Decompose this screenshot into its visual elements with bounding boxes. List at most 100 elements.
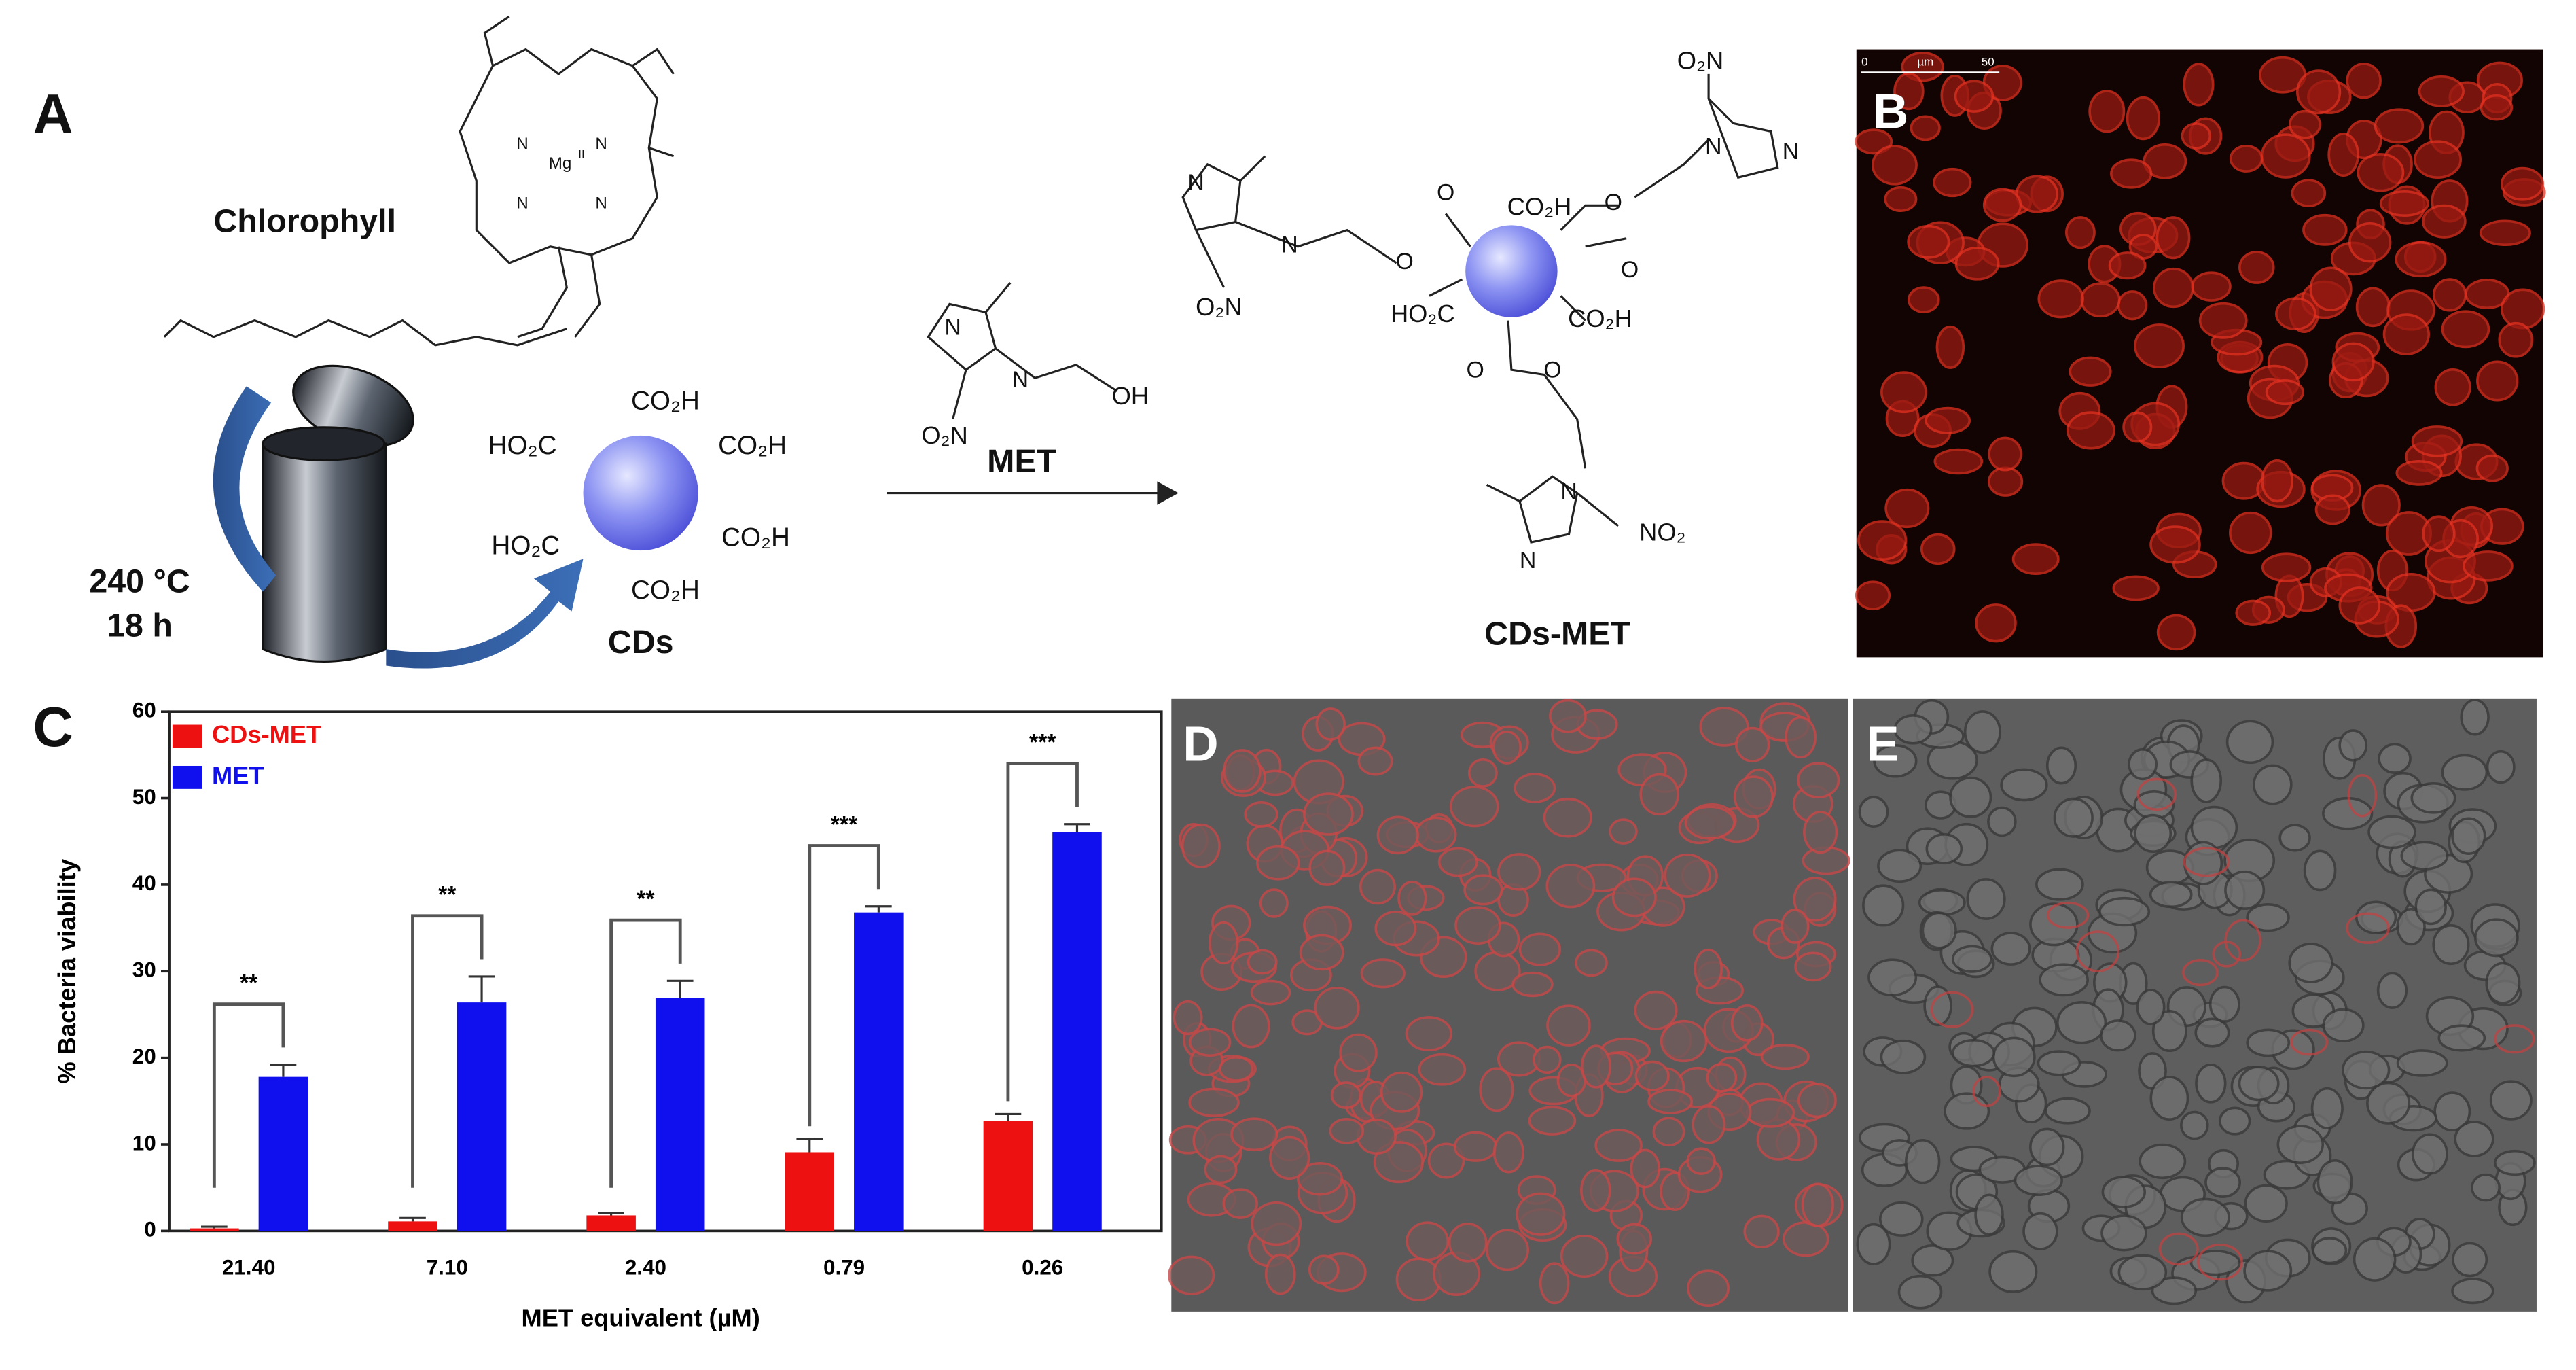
cell bbox=[2011, 543, 2060, 575]
cell bbox=[1516, 1192, 1566, 1236]
cell bbox=[2475, 454, 2509, 482]
cell bbox=[2441, 310, 2490, 349]
cell bbox=[2151, 1276, 2198, 1305]
cell bbox=[2000, 768, 2048, 802]
cell bbox=[1935, 325, 1965, 369]
label: N bbox=[1783, 139, 1799, 164]
cell bbox=[2099, 1019, 2136, 1052]
label: N bbox=[1705, 134, 1721, 160]
cell bbox=[2122, 411, 2153, 443]
cell bbox=[2204, 1167, 2242, 1198]
cell bbox=[1974, 1193, 2004, 1236]
cell bbox=[2015, 175, 2059, 213]
cell bbox=[1329, 1117, 1365, 1144]
cell bbox=[2463, 550, 2514, 582]
cell bbox=[1397, 880, 1427, 916]
cell bbox=[2288, 943, 2333, 983]
cell bbox=[2134, 323, 2185, 368]
cell bbox=[2414, 140, 2463, 179]
cell bbox=[2303, 849, 2337, 892]
cell bbox=[1188, 1028, 1232, 1057]
cell bbox=[2029, 1127, 2065, 1167]
cell bbox=[1580, 1044, 1611, 1089]
cell bbox=[1359, 868, 1396, 905]
cell bbox=[2191, 271, 2232, 302]
cell bbox=[2348, 222, 2392, 263]
cell bbox=[2433, 1091, 2471, 1132]
label: HO₂C bbox=[488, 431, 557, 460]
cell bbox=[1232, 1004, 1270, 1049]
cell bbox=[2243, 1250, 2293, 1292]
cell bbox=[1497, 853, 1541, 891]
cell bbox=[2501, 166, 2545, 201]
cell bbox=[2316, 1159, 2353, 1205]
label: N bbox=[1560, 478, 1577, 504]
panel-letter: C bbox=[33, 697, 73, 758]
cell bbox=[2276, 1125, 2325, 1164]
label: CO₂H bbox=[718, 431, 787, 460]
cell bbox=[1543, 797, 1592, 838]
cell bbox=[2149, 881, 2193, 909]
cell bbox=[1181, 823, 1221, 868]
cell bbox=[2198, 302, 2248, 339]
cell bbox=[1485, 1229, 1529, 1271]
label: CO₂H bbox=[1507, 193, 1572, 221]
cell bbox=[2278, 824, 2311, 852]
cell bbox=[2432, 924, 2470, 966]
cell bbox=[1706, 1062, 1738, 1093]
cell bbox=[2378, 743, 2412, 774]
cell bbox=[1549, 699, 1587, 733]
cell bbox=[1735, 726, 1770, 762]
cell bbox=[2355, 287, 2391, 328]
cell bbox=[1855, 128, 1893, 155]
cell bbox=[1244, 801, 1278, 828]
cell bbox=[2314, 494, 2351, 525]
cell bbox=[1427, 1142, 1465, 1179]
cell bbox=[2075, 930, 2120, 972]
cell bbox=[2432, 278, 2467, 312]
error-bar bbox=[201, 1225, 228, 1229]
cell bbox=[2434, 368, 2471, 406]
cell bbox=[1797, 1083, 1837, 1119]
cell bbox=[2291, 179, 2327, 208]
panel-letter: E bbox=[1866, 717, 1899, 772]
cell bbox=[2376, 972, 2408, 1009]
cell bbox=[2451, 817, 2486, 855]
cell bbox=[1634, 990, 1678, 1030]
cell bbox=[1414, 816, 1457, 853]
cell bbox=[1745, 1097, 1795, 1128]
chlorophyll-ring bbox=[459, 48, 659, 264]
label: Mg bbox=[549, 154, 572, 173]
cell bbox=[1884, 488, 1930, 529]
cell bbox=[1374, 911, 1417, 947]
cell bbox=[2158, 1232, 2199, 1266]
label: Chlorophyll bbox=[213, 203, 396, 240]
cell bbox=[1925, 832, 1963, 865]
cell bbox=[2489, 1080, 2533, 1121]
cell bbox=[2108, 251, 2147, 280]
cell bbox=[1743, 1214, 1780, 1249]
bar bbox=[655, 998, 705, 1231]
conjugate-bonds bbox=[1181, 73, 1779, 544]
y-axis-label: % Bacteria viability bbox=[53, 859, 81, 1084]
cell bbox=[2235, 599, 2272, 626]
cell bbox=[1652, 1117, 1685, 1147]
cell bbox=[2037, 1050, 2081, 1076]
cell bbox=[1208, 921, 1239, 965]
cell bbox=[1449, 786, 1499, 828]
cell bbox=[1949, 776, 1992, 818]
cell bbox=[1905, 1138, 1941, 1184]
cell bbox=[1463, 874, 1503, 906]
cell bbox=[2022, 1212, 2058, 1250]
cell bbox=[2367, 815, 2416, 849]
cell bbox=[1918, 888, 1966, 917]
cell bbox=[2153, 267, 2194, 309]
cell bbox=[2441, 754, 2488, 791]
cell bbox=[1664, 853, 1711, 898]
cell bbox=[2045, 746, 2077, 785]
x-axis-label: MET equivalent (µM) bbox=[521, 1304, 759, 1332]
cell bbox=[1988, 466, 2024, 497]
label: O bbox=[1605, 190, 1622, 215]
cell bbox=[2355, 900, 2397, 934]
